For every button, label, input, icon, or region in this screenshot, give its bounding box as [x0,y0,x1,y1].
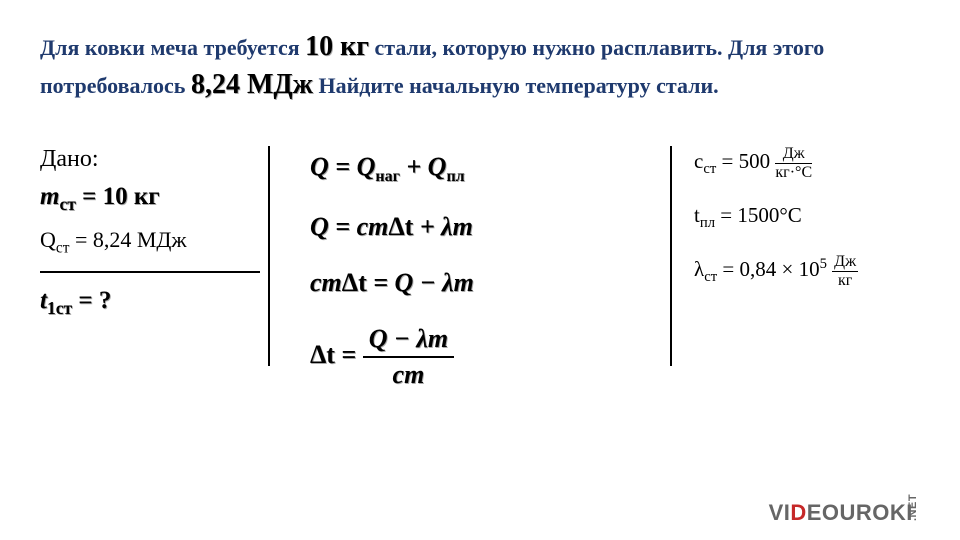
problem-text-1: Для ковки меча требуется [40,35,305,60]
eq2-dt: Δt [388,212,413,241]
solution-block: Q = Qнаг + Qпл Q = cmΔt + λm cmΔt = Q − … [270,146,670,416]
given-title: Дано: [40,146,250,173]
content-row: Дано: mст = 10 кг Qст = 8,24 МДж t1ст = … [40,146,920,416]
eq4-l: Δt = [310,340,363,369]
eq1-s2: пл [446,168,464,185]
logo-p1: VI [769,500,791,525]
logo-d: D [790,500,806,525]
given-heat: Qст = 8,24 МДж [40,227,250,257]
quantity-mass: 10 кг [305,31,369,62]
find-var: t [40,287,47,314]
ref-lambda: λст = 0,84 × 105 Джкг [694,254,920,289]
mass-var: m [40,183,59,210]
logo-p2: EOUROKI [807,500,913,525]
eq4-den: cm [363,358,454,390]
reference-block: cст = 500 Джкг·°C tпл = 1500°C λст = 0,8… [670,146,920,366]
divider [40,271,260,273]
ref-l-unit: Джкг [832,254,858,289]
given-mass: mст = 10 кг [40,183,250,215]
problem-text-3: Найдите начальную температуру стали. [313,73,719,98]
eq3-l: cm [310,268,342,297]
eq-3: cmΔt = Q − λm [310,268,660,298]
given-find: t1ст = ? [40,287,250,319]
ref-c: cст = 500 Джкг·°C [694,146,920,181]
problem-statement: Для ковки меча требуется 10 кг стали, ко… [40,28,920,104]
mass-sub: ст [59,194,75,214]
ref-c-text: cст = 500 [694,149,775,173]
eq4-frac: Q − λmcm [363,324,454,390]
ref-t: tпл = 1500°C [694,203,920,232]
eq-1: Q = Qнаг + Qпл [310,152,660,186]
find-eq: = ? [78,287,111,314]
given-block: Дано: mст = 10 кг Qст = 8,24 МДж t1ст = … [40,146,270,366]
ref-c-den: кг·°C [775,164,812,181]
slide: Для ковки меча требуется 10 кг стали, ко… [0,0,960,540]
eq1-l: Q = Q [310,152,375,181]
eq2-l: Q = cm [310,212,388,241]
eq1-s1: наг [375,168,399,185]
eq-2: Q = cmΔt + λm [310,212,660,242]
eq3-r: = Q − λm [367,268,474,297]
eq4-num: Q − λm [363,324,454,358]
quantity-heat: 8,24 МДж [191,69,313,100]
ref-c-unit: Джкг·°C [775,146,812,181]
ref-l-text: λст = 0,84 × 105 [694,257,832,281]
eq1-m: + Q [400,152,447,181]
ref-c-num: Дж [775,146,812,164]
eq-4: Δt = Q − λmcm [310,324,660,390]
logo: VIDEOUROKI.NET [769,500,942,526]
mass-eq: = 10 [76,183,134,210]
ref-l-num: Дж [832,254,858,272]
eq2-r: + λm [413,212,473,241]
find-sub: 1ст [47,298,72,318]
eq3-dt: Δt [342,268,367,297]
mass-unit: кг [134,183,160,210]
ref-l-den: кг [832,272,858,289]
logo-net: .NET [907,494,919,521]
